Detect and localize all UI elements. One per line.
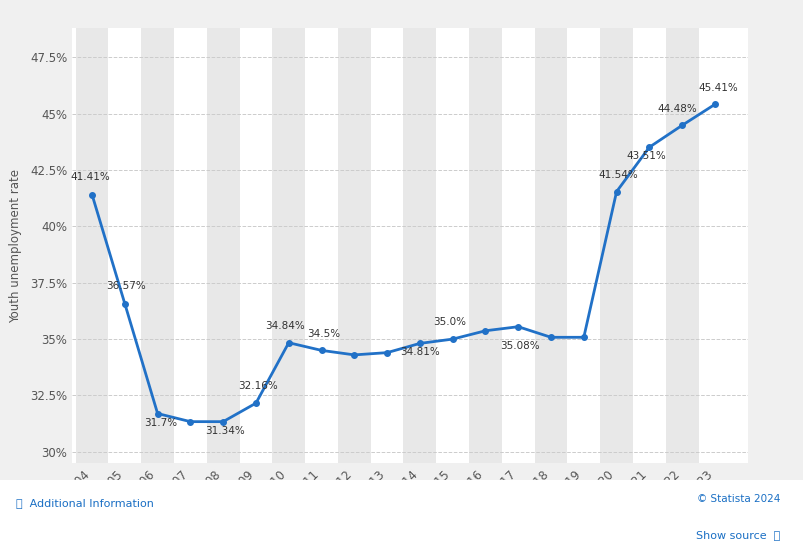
Text: 32.16%: 32.16% <box>238 382 277 391</box>
Bar <box>75 28 108 463</box>
Bar <box>141 28 173 463</box>
Text: 43.51%: 43.51% <box>626 151 665 161</box>
Text: © Statista 2024: © Statista 2024 <box>695 494 779 504</box>
Bar <box>600 28 632 463</box>
Text: 44.48%: 44.48% <box>657 104 696 114</box>
Bar <box>206 28 239 463</box>
Text: 45.41%: 45.41% <box>698 83 737 93</box>
Text: 34.81%: 34.81% <box>400 348 439 357</box>
Text: 34.5%: 34.5% <box>308 329 340 339</box>
Text: ⓘ  Additional Information: ⓘ Additional Information <box>16 498 153 508</box>
Text: 41.54%: 41.54% <box>597 170 638 180</box>
Text: 31.7%: 31.7% <box>144 417 177 427</box>
Bar <box>468 28 501 463</box>
Text: 35.08%: 35.08% <box>499 341 539 352</box>
Bar <box>534 28 567 463</box>
Text: 36.57%: 36.57% <box>107 281 146 291</box>
Text: 34.84%: 34.84% <box>265 321 305 331</box>
Bar <box>337 28 370 463</box>
Bar <box>403 28 436 463</box>
Text: 41.41%: 41.41% <box>71 172 110 182</box>
Y-axis label: Youth unemployment rate: Youth unemployment rate <box>9 169 22 323</box>
Text: 35.0%: 35.0% <box>432 318 465 328</box>
Bar <box>665 28 698 463</box>
Text: 31.34%: 31.34% <box>205 426 244 436</box>
Bar <box>272 28 305 463</box>
Text: Show source  ⓘ: Show source ⓘ <box>695 530 779 540</box>
